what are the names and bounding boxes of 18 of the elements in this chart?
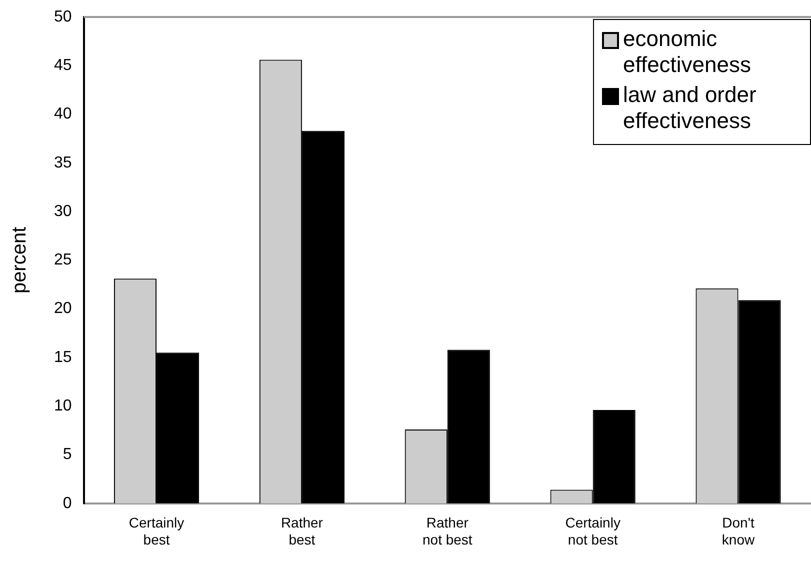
- y-tick-label: 50: [54, 8, 72, 26]
- y-tick-label: 15: [54, 348, 72, 366]
- y-tick-label: 25: [54, 252, 72, 269]
- x-tick-label: Rather not best: [422, 514, 472, 548]
- y-tick-label: 45: [54, 57, 72, 74]
- y-axis-title: percent: [8, 226, 31, 294]
- x-tick-label: Certainly not best: [565, 514, 620, 548]
- x-tick-label: Rather best: [280, 514, 324, 548]
- y-tick-label: 40: [54, 106, 72, 123]
- y-tick-label: 10: [54, 398, 72, 415]
- y-tick-label: 5: [62, 446, 72, 464]
- y-tick-label: 20: [54, 300, 72, 318]
- x-tick-label: Don't know: [722, 514, 756, 548]
- y-tick-label: 35: [54, 154, 72, 172]
- y-tick-label: 0: [62, 494, 72, 512]
- x-tick-label: Certainly best: [128, 514, 184, 548]
- legend-label: law and order effectiveness: [623, 82, 758, 134]
- y-tick-label: 30: [54, 202, 72, 220]
